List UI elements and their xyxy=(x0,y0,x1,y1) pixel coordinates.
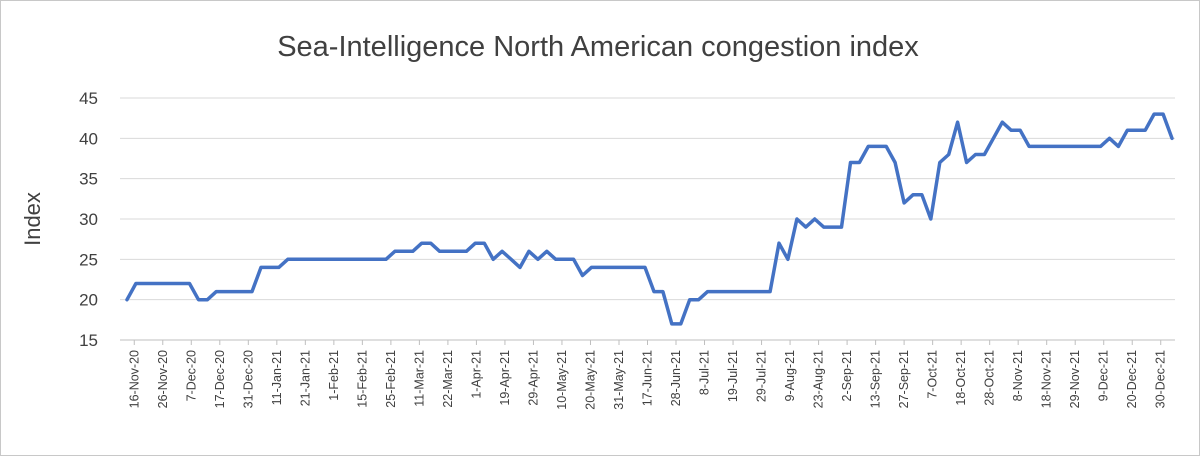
x-tick-label: 18-Oct-21 xyxy=(954,350,968,406)
x-tick-label: 7-Dec-20 xyxy=(184,350,198,401)
chart-title: Sea-Intelligence North American congesti… xyxy=(277,31,919,63)
y-tick-label: 35 xyxy=(79,170,98,189)
x-tick-label: 31-May-21 xyxy=(612,350,626,410)
y-tick-label: 25 xyxy=(79,250,98,269)
x-tick-label: 13-Sep-21 xyxy=(869,350,883,408)
x-tick-label: 16-Nov-20 xyxy=(127,350,141,408)
x-tick-label: 8-Nov-21 xyxy=(1011,350,1025,401)
y-tick-label: 30 xyxy=(79,210,98,229)
y-tick-label: 40 xyxy=(79,129,98,148)
x-tick-label: 10-May-21 xyxy=(555,350,569,410)
x-tick-label: 17-Dec-20 xyxy=(213,350,227,408)
x-tick-label: 1-Feb-21 xyxy=(327,350,341,401)
x-tick-labels: 16-Nov-20 26-Nov-20 7-Dec-20 17-Dec-20 31-De… xyxy=(127,340,1168,410)
x-tick-label: 19-Apr-21 xyxy=(498,350,512,406)
x-tick-label: 26-Nov-20 xyxy=(156,350,170,408)
x-tick-label: 20-May-21 xyxy=(583,350,597,410)
x-tick-label: 28-Oct-21 xyxy=(983,350,997,406)
x-tick-label: 15-Feb-21 xyxy=(355,350,369,408)
y-tick-labels: 15 20 25 30 35 40 45 xyxy=(79,89,98,350)
x-tick-label: 9-Dec-21 xyxy=(1097,350,1111,401)
x-tick-label: 22-Mar-21 xyxy=(441,350,455,408)
y-tick-label: 20 xyxy=(79,291,98,310)
y-axis-label: Index xyxy=(20,192,45,246)
x-tick-label: 2-Sep-21 xyxy=(840,350,854,401)
x-tick-label: 29-Apr-21 xyxy=(526,350,540,406)
x-tick-label: 25-Feb-21 xyxy=(384,350,398,408)
x-tick-label: 17-Jun-21 xyxy=(641,350,655,406)
x-tick-label: 27-Sep-21 xyxy=(897,350,911,408)
x-tick-label: 28-Jun-21 xyxy=(669,350,683,406)
x-tick-label: 21-Jan-21 xyxy=(298,350,312,406)
x-tick-label: 1-Apr-21 xyxy=(469,350,483,399)
x-tick-label: 9-Aug-21 xyxy=(783,350,797,401)
x-tick-label: 29-Nov-21 xyxy=(1068,350,1082,408)
gridlines xyxy=(120,97,1175,341)
x-tick-label: 18-Nov-21 xyxy=(1040,350,1054,408)
x-tick-label: 29-Jul-21 xyxy=(755,350,769,402)
series-layer xyxy=(125,112,1174,326)
y-tick-label: 15 xyxy=(79,331,98,350)
y-tick-label: 45 xyxy=(79,89,98,108)
x-tick-label: 8-Jul-21 xyxy=(698,350,712,395)
x-tick-label: 30-Dec-21 xyxy=(1154,350,1168,408)
x-tick-label: 20-Dec-21 xyxy=(1125,350,1139,408)
x-tick-label: 11-Mar-21 xyxy=(412,350,426,407)
x-tick-label: 7-Oct-21 xyxy=(926,350,940,399)
x-tick-label: 23-Aug-21 xyxy=(812,350,826,408)
x-tick-label: 11-Jan-21 xyxy=(270,350,284,405)
series-line-0 xyxy=(125,112,1174,326)
x-tick-label: 19-Jul-21 xyxy=(726,350,740,402)
x-tick-label: 31-Dec-20 xyxy=(241,350,255,408)
